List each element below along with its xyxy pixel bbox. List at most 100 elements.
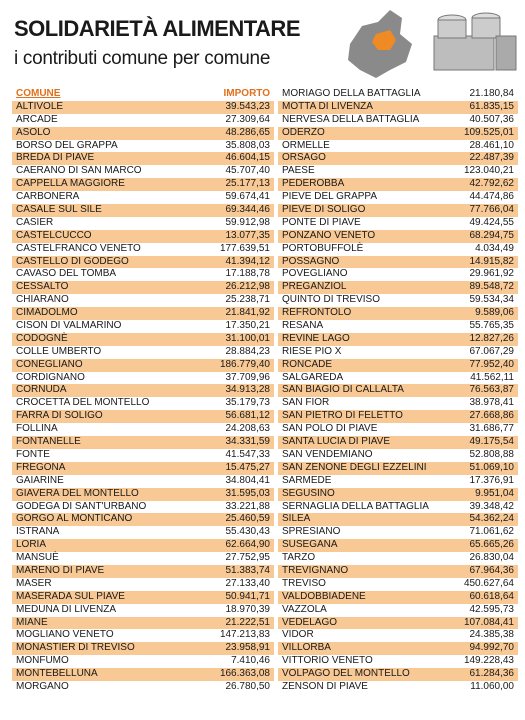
municipality: VAZZOLA: [282, 603, 327, 615]
amount: 65.665,26: [469, 539, 515, 551]
amount: 41.547,33: [225, 448, 271, 460]
table-row: CASTELLO DI GODEGO 41.394,12: [12, 255, 274, 269]
municipality: SAN POLO DI PIAVE: [282, 423, 378, 435]
municipality: MOGLIANO VENETO: [16, 629, 114, 641]
table-row: PREGANZIOL 89.548,72: [278, 281, 518, 295]
amount: 15.475,27: [225, 461, 271, 473]
municipality: VALDOBBIADENE: [282, 590, 366, 602]
amount: 46.604,15: [225, 152, 271, 164]
table-row: CISON DI VALMARINO 17.350,21: [12, 320, 274, 333]
municipality: ALTIVOLE: [16, 100, 64, 112]
table-row: REVINE LAGO 12.827,26: [278, 332, 518, 346]
amount: 31.100,01: [225, 332, 271, 344]
amount: 26.212,98: [225, 281, 271, 293]
amount: 55.430,43: [225, 526, 271, 538]
table-row: MOGLIANO VENETO 147.213,83: [12, 629, 274, 642]
subtitle: i contributi comune per comune: [14, 48, 271, 69]
amount: 34.913,28: [225, 384, 271, 396]
table-row: VITTORIO VENETO 149.228,43: [278, 655, 518, 668]
municipality: PONTE DI PIAVE: [282, 216, 361, 228]
table-row: VIDOR 24.385,38: [278, 629, 518, 642]
table-row: CORDIGNANO 37.709,96: [12, 372, 274, 385]
municipality: MARENO DI PIAVE: [16, 564, 105, 576]
amount: 24.208,63: [225, 423, 271, 435]
municipality: FOLLINA: [16, 423, 58, 435]
table-row: PIEVE DEL GRAPPA 44.474,86: [278, 191, 518, 204]
amount: 44.474,86: [469, 191, 515, 203]
municipality: CAPPELLA MAGGIORE: [16, 178, 125, 190]
amount: 67.964,36: [469, 564, 515, 576]
table-row: GAIARINE 34.804,41: [12, 475, 274, 488]
municipality: PONZANO VENETO: [282, 229, 376, 241]
municipality: ISTRANA: [16, 526, 60, 538]
table-row: VEDELAGO 107.084,41: [278, 616, 518, 630]
table-row: MARENO DI PIAVE 51.383,74: [12, 564, 274, 578]
amount: 149.228,43: [463, 655, 514, 667]
amount: 60.618,64: [469, 590, 515, 602]
amount: 31.595,03: [225, 487, 271, 499]
municipality: CAERANO DI SAN MARCO: [16, 165, 142, 177]
table-row: MORIAGO DELLA BATTAGLIA 21.180,84: [278, 88, 518, 101]
municipality: CORNUDA: [16, 384, 67, 396]
municipality: TARZO: [282, 552, 316, 564]
municipality: MEDUNA DI LIVENZA: [16, 603, 117, 615]
amount: 94.992,70: [469, 642, 515, 654]
municipality: ODERZO: [282, 126, 325, 138]
table-row: MONASTIER DI TREVISO 23.958,91: [12, 642, 274, 656]
amount: 50.941,71: [225, 590, 271, 602]
amount: 27.133,40: [225, 577, 271, 589]
municipality: BORSO DEL GRAPPA: [16, 139, 118, 151]
amount: 77.766,04: [469, 204, 515, 216]
amount: 27.309,64: [225, 113, 271, 125]
table-row: CAERANO DI SAN MARCO 45.707,40: [12, 165, 274, 178]
amount: 147.213,83: [219, 629, 270, 641]
municipality: VITTORIO VENETO: [282, 655, 373, 667]
table-row: CROCETTA DEL MONTELLO 35.179,73: [12, 397, 274, 410]
table-row: MORGANO 26.780,50: [12, 681, 274, 694]
table-row: FONTANELLE 34.331,59: [12, 436, 274, 449]
table-row: ISTRANA 55.430,43: [12, 526, 274, 539]
table-row: CESSALTO 26.212,98: [12, 281, 274, 295]
municipality: MONASTIER DI TREVISO: [16, 642, 135, 654]
municipality: REVINE LAGO: [282, 332, 350, 344]
table-row: MOTTA DI LIVENZA 61.835,15: [278, 100, 518, 114]
municipality: PIEVE DEL GRAPPA: [282, 191, 378, 203]
map-icon: [348, 10, 412, 78]
amount: 56.681,12: [225, 410, 271, 422]
table-row: MASERADA SUL PIAVE 50.941,71: [12, 590, 274, 604]
amount: 28.461,10: [469, 139, 515, 151]
municipality: LORIA: [16, 539, 47, 551]
amount: 14.915,82: [469, 255, 515, 267]
municipality: CASTELLO DI GODEGO: [16, 255, 129, 267]
municipality: NERVESA DELLA BATTAGLIA: [282, 113, 420, 125]
table-row: SEGUSINO 9.951,04: [278, 487, 518, 501]
table-row: CHIARANO 25.238,71: [12, 294, 274, 307]
table-row: LORIA 62.664,90: [12, 539, 274, 553]
municipality: ZENSON DI PIAVE: [282, 680, 368, 692]
table-row: ASOLO 48.286,65: [12, 126, 274, 140]
table-row: VAZZOLA 42.595,73: [278, 604, 518, 617]
coins-icon: [433, 12, 517, 71]
municipality: ORSAGO: [282, 152, 326, 164]
table-row: PONZANO VENETO 68.294,75: [278, 229, 518, 243]
amount: 25.238,71: [225, 294, 271, 306]
table-row: POSSAGNO 14.915,82: [278, 255, 518, 269]
table-row: BORSO DEL GRAPPA 35.808,03: [12, 140, 274, 153]
municipality: SPRESIANO: [282, 526, 341, 538]
municipality: ORMELLE: [282, 139, 330, 151]
municipality: COLLE UMBERTO: [16, 345, 102, 357]
amount: 33.221,88: [225, 500, 271, 512]
municipality: GORGO AL MONTICANO: [16, 513, 133, 525]
amount: 12.827,26: [469, 332, 515, 344]
municipality: CASTELCUCCO: [16, 229, 92, 241]
municipality: GODEGA DI SANT'URBANO: [16, 500, 147, 512]
amount: 34.331,59: [225, 436, 271, 448]
table-row: CARBONERA 59.674,41: [12, 191, 274, 204]
table-row: VILLORBA 94.992,70: [278, 642, 518, 656]
amount: 45.707,40: [225, 165, 271, 177]
table-row: ORSAGO 22.487,39: [278, 152, 518, 166]
amount: 7.410,46: [231, 655, 270, 667]
table-row: ALTIVOLE 39.543,23: [12, 100, 274, 114]
table-row: POVEGLIANO 29.961,92: [278, 268, 518, 281]
